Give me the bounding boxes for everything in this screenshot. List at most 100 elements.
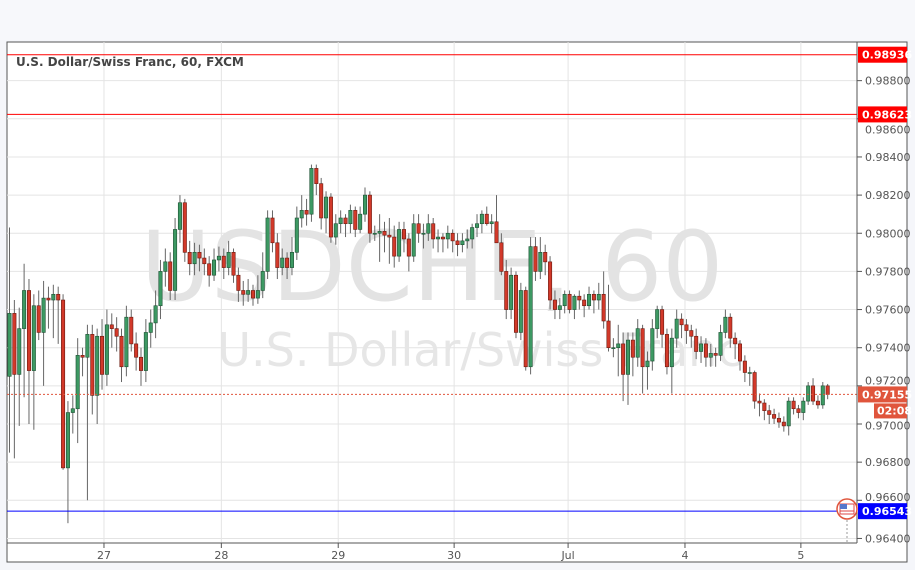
candle-up xyxy=(538,237,543,280)
candle-body xyxy=(538,252,543,272)
candle-down xyxy=(762,399,767,421)
candle-body xyxy=(674,318,679,339)
candle-up xyxy=(587,286,592,310)
price-tick-label: 0.96800 xyxy=(865,456,911,469)
candle-up xyxy=(475,214,480,238)
candle-down xyxy=(343,214,348,238)
candle-down xyxy=(392,225,397,268)
candle-down xyxy=(776,412,781,428)
candle-up xyxy=(747,366,752,386)
candle-body xyxy=(148,322,153,333)
candle-down xyxy=(387,217,392,264)
candle-body xyxy=(436,236,441,240)
candle-down xyxy=(450,229,455,253)
candle-down xyxy=(304,198,309,226)
candle-body xyxy=(294,217,299,253)
candle-up xyxy=(289,237,294,276)
candle-up xyxy=(465,229,470,249)
candle-body xyxy=(718,332,723,356)
time-tick-label: 28 xyxy=(214,549,228,562)
candle-up xyxy=(212,248,217,281)
candle-body xyxy=(509,274,514,310)
time-axis[interactable]: 27 28 29 30 Jul 4 5 xyxy=(97,543,804,562)
candle-body xyxy=(114,328,119,337)
candle-up xyxy=(31,294,36,430)
candle-body xyxy=(265,217,270,272)
price-label: 0.96543 xyxy=(862,505,912,518)
candle-down xyxy=(275,233,280,280)
candle-up xyxy=(163,248,168,287)
candle-body xyxy=(348,210,353,225)
time-tick-label: 29 xyxy=(331,549,345,562)
chart-title: U.S. Dollar/Swiss Franc, 60, FXCM xyxy=(16,55,244,69)
candle-body xyxy=(382,231,387,236)
candle-body xyxy=(241,290,246,295)
candle-body xyxy=(338,217,343,225)
candle-body xyxy=(119,335,124,368)
candle-body xyxy=(465,238,470,242)
candle-up xyxy=(669,328,674,394)
candle-body xyxy=(552,299,557,310)
candle-down xyxy=(202,248,207,276)
candle-body xyxy=(314,168,319,184)
candle-body xyxy=(168,261,173,291)
candle-down xyxy=(728,313,733,348)
candle-body xyxy=(728,316,733,339)
candle-up xyxy=(51,284,56,339)
economic-event-flag-icon[interactable] xyxy=(836,498,858,543)
candle-body xyxy=(470,227,475,240)
price-axis[interactable]: 0.96400 0.96600 0.96800 0.97000 0.97200 0.974… xyxy=(857,75,911,546)
candle-down xyxy=(811,378,816,405)
candle-body xyxy=(635,328,640,358)
candle-down xyxy=(251,284,256,306)
candle-down xyxy=(134,332,139,371)
candle-body xyxy=(46,297,51,301)
candle-down xyxy=(401,221,406,253)
candle-up xyxy=(333,214,338,245)
candle-up xyxy=(708,343,713,367)
candle-down xyxy=(431,217,436,249)
candle-body xyxy=(109,324,114,329)
horizontal-lines[interactable] xyxy=(7,54,857,512)
candle-body xyxy=(621,343,626,375)
candle-down xyxy=(484,206,489,226)
candle-down xyxy=(713,347,718,367)
candle-down xyxy=(684,319,689,344)
candle-body xyxy=(124,316,129,368)
candle-body xyxy=(513,274,518,333)
candle-body xyxy=(260,271,265,291)
candle-up xyxy=(143,319,148,383)
candle-down xyxy=(61,294,66,470)
candle-body xyxy=(26,290,31,371)
candle-up xyxy=(41,280,46,386)
candle-up xyxy=(445,225,450,249)
candle-body xyxy=(36,305,41,333)
candle-body xyxy=(212,259,217,276)
candle-up xyxy=(104,309,109,386)
last-price-label-bg xyxy=(858,386,907,403)
candle-body xyxy=(587,293,592,307)
candle-body xyxy=(528,246,533,368)
candle-down xyxy=(119,328,124,383)
candle-down xyxy=(577,290,582,310)
candle-up xyxy=(801,397,806,421)
candle-body xyxy=(251,290,256,299)
candle-down xyxy=(543,244,548,276)
candle-body xyxy=(699,343,704,352)
candle-body xyxy=(61,299,66,469)
candle-up xyxy=(148,309,153,348)
candle-down xyxy=(285,252,290,280)
candle-body xyxy=(767,410,772,415)
candle-body xyxy=(182,202,187,253)
candle-body xyxy=(231,252,236,276)
candle-up xyxy=(616,324,621,377)
candle-down xyxy=(640,324,645,394)
candle-body xyxy=(333,223,338,238)
candle-up xyxy=(820,382,825,409)
candle-down xyxy=(733,332,738,360)
candle-body xyxy=(95,335,100,396)
candle-body xyxy=(820,385,825,406)
candle-down xyxy=(114,317,119,352)
candle-down xyxy=(791,397,796,415)
